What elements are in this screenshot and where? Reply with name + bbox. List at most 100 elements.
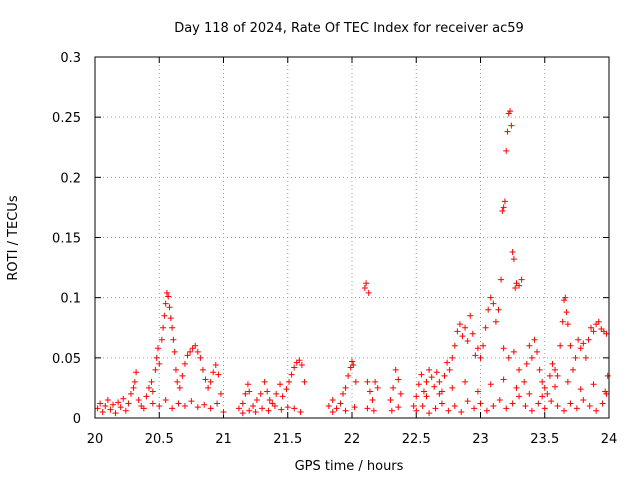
data-point	[522, 402, 529, 409]
data-point	[397, 390, 404, 397]
data-point	[117, 404, 124, 411]
data-point	[152, 366, 159, 373]
data-point	[454, 328, 461, 335]
data-point	[477, 400, 484, 407]
data-point	[390, 384, 397, 391]
data-point	[170, 336, 177, 343]
data-point	[516, 282, 523, 289]
data-point	[508, 122, 515, 129]
data-point	[564, 378, 571, 385]
y-tick-label: 0.1	[60, 292, 81, 307]
data-point	[365, 289, 372, 296]
data-point	[593, 407, 600, 414]
data-point	[426, 366, 433, 373]
data-point	[436, 378, 443, 385]
data-point	[171, 348, 178, 355]
x-tick-label: 23	[472, 432, 489, 447]
data-point	[122, 407, 129, 414]
data-point	[166, 304, 173, 311]
data-point	[410, 402, 417, 409]
data-point	[395, 404, 402, 411]
data-point	[392, 366, 399, 373]
y-tick-label: 0.2	[60, 171, 81, 186]
data-point	[541, 405, 548, 412]
data-point	[329, 396, 336, 403]
data-point	[133, 369, 140, 376]
data-point	[278, 406, 285, 413]
x-tick-label: 23.5	[530, 432, 559, 447]
data-point	[567, 400, 574, 407]
data-point	[490, 300, 497, 307]
data-point	[370, 407, 377, 414]
data-point	[413, 407, 420, 414]
data-point	[131, 378, 138, 385]
data-point	[266, 396, 273, 403]
data-point	[149, 400, 156, 407]
data-point	[291, 405, 298, 412]
data-point	[184, 352, 191, 359]
data-point	[253, 396, 260, 403]
x-axis-label: GPS time / hours	[295, 459, 404, 474]
data-point	[451, 342, 458, 349]
data-point	[582, 354, 589, 361]
data-point	[586, 402, 593, 409]
data-point	[284, 404, 291, 411]
data-point	[451, 402, 458, 409]
data-point	[570, 366, 577, 373]
data-point	[458, 408, 465, 415]
data-point	[301, 378, 308, 385]
data-point	[187, 348, 194, 355]
y-tick-labels: 0 0.05 0.1 0.15 0.2 0.25 0.3	[52, 51, 81, 427]
data-point	[94, 405, 101, 412]
data-point	[207, 378, 214, 385]
data-point	[214, 400, 221, 407]
data-point	[557, 342, 564, 349]
data-point	[220, 408, 227, 415]
data-point	[456, 321, 463, 328]
data-point	[239, 410, 246, 417]
data-point	[526, 390, 533, 397]
data-point	[340, 390, 347, 397]
data-point	[490, 402, 497, 409]
data-point	[554, 402, 561, 409]
data-point	[364, 405, 371, 412]
data-point	[572, 354, 579, 361]
data-point	[528, 407, 535, 414]
data-point	[286, 378, 293, 385]
data-point	[504, 128, 511, 135]
data-point	[99, 408, 106, 415]
data-point	[549, 360, 556, 367]
data-point	[333, 405, 340, 412]
data-point	[544, 390, 551, 397]
data-point	[436, 390, 443, 397]
data-point	[415, 381, 422, 388]
data-point	[197, 354, 204, 361]
data-point	[372, 378, 379, 385]
data-point	[446, 366, 453, 373]
data-point	[516, 366, 523, 373]
data-point	[483, 407, 490, 414]
data-point	[472, 352, 479, 359]
data-point	[109, 401, 116, 408]
data-point	[567, 342, 574, 349]
data-point	[102, 402, 109, 409]
y-tick-label: 0	[73, 412, 81, 427]
data-point	[426, 410, 433, 417]
data-point	[140, 405, 147, 412]
data-point	[194, 404, 201, 411]
data-point	[585, 336, 592, 343]
data-point	[449, 354, 456, 361]
data-point	[548, 398, 555, 405]
data-point	[554, 372, 561, 379]
data-point	[513, 384, 520, 391]
data-point	[169, 405, 176, 412]
data-point	[156, 402, 163, 409]
data-point	[145, 384, 152, 391]
data-point	[125, 400, 132, 407]
data-point	[492, 318, 499, 325]
data-point	[495, 306, 502, 313]
data-point	[179, 372, 186, 379]
data-point	[176, 384, 183, 391]
data-point	[264, 388, 271, 395]
data-point	[431, 383, 438, 390]
